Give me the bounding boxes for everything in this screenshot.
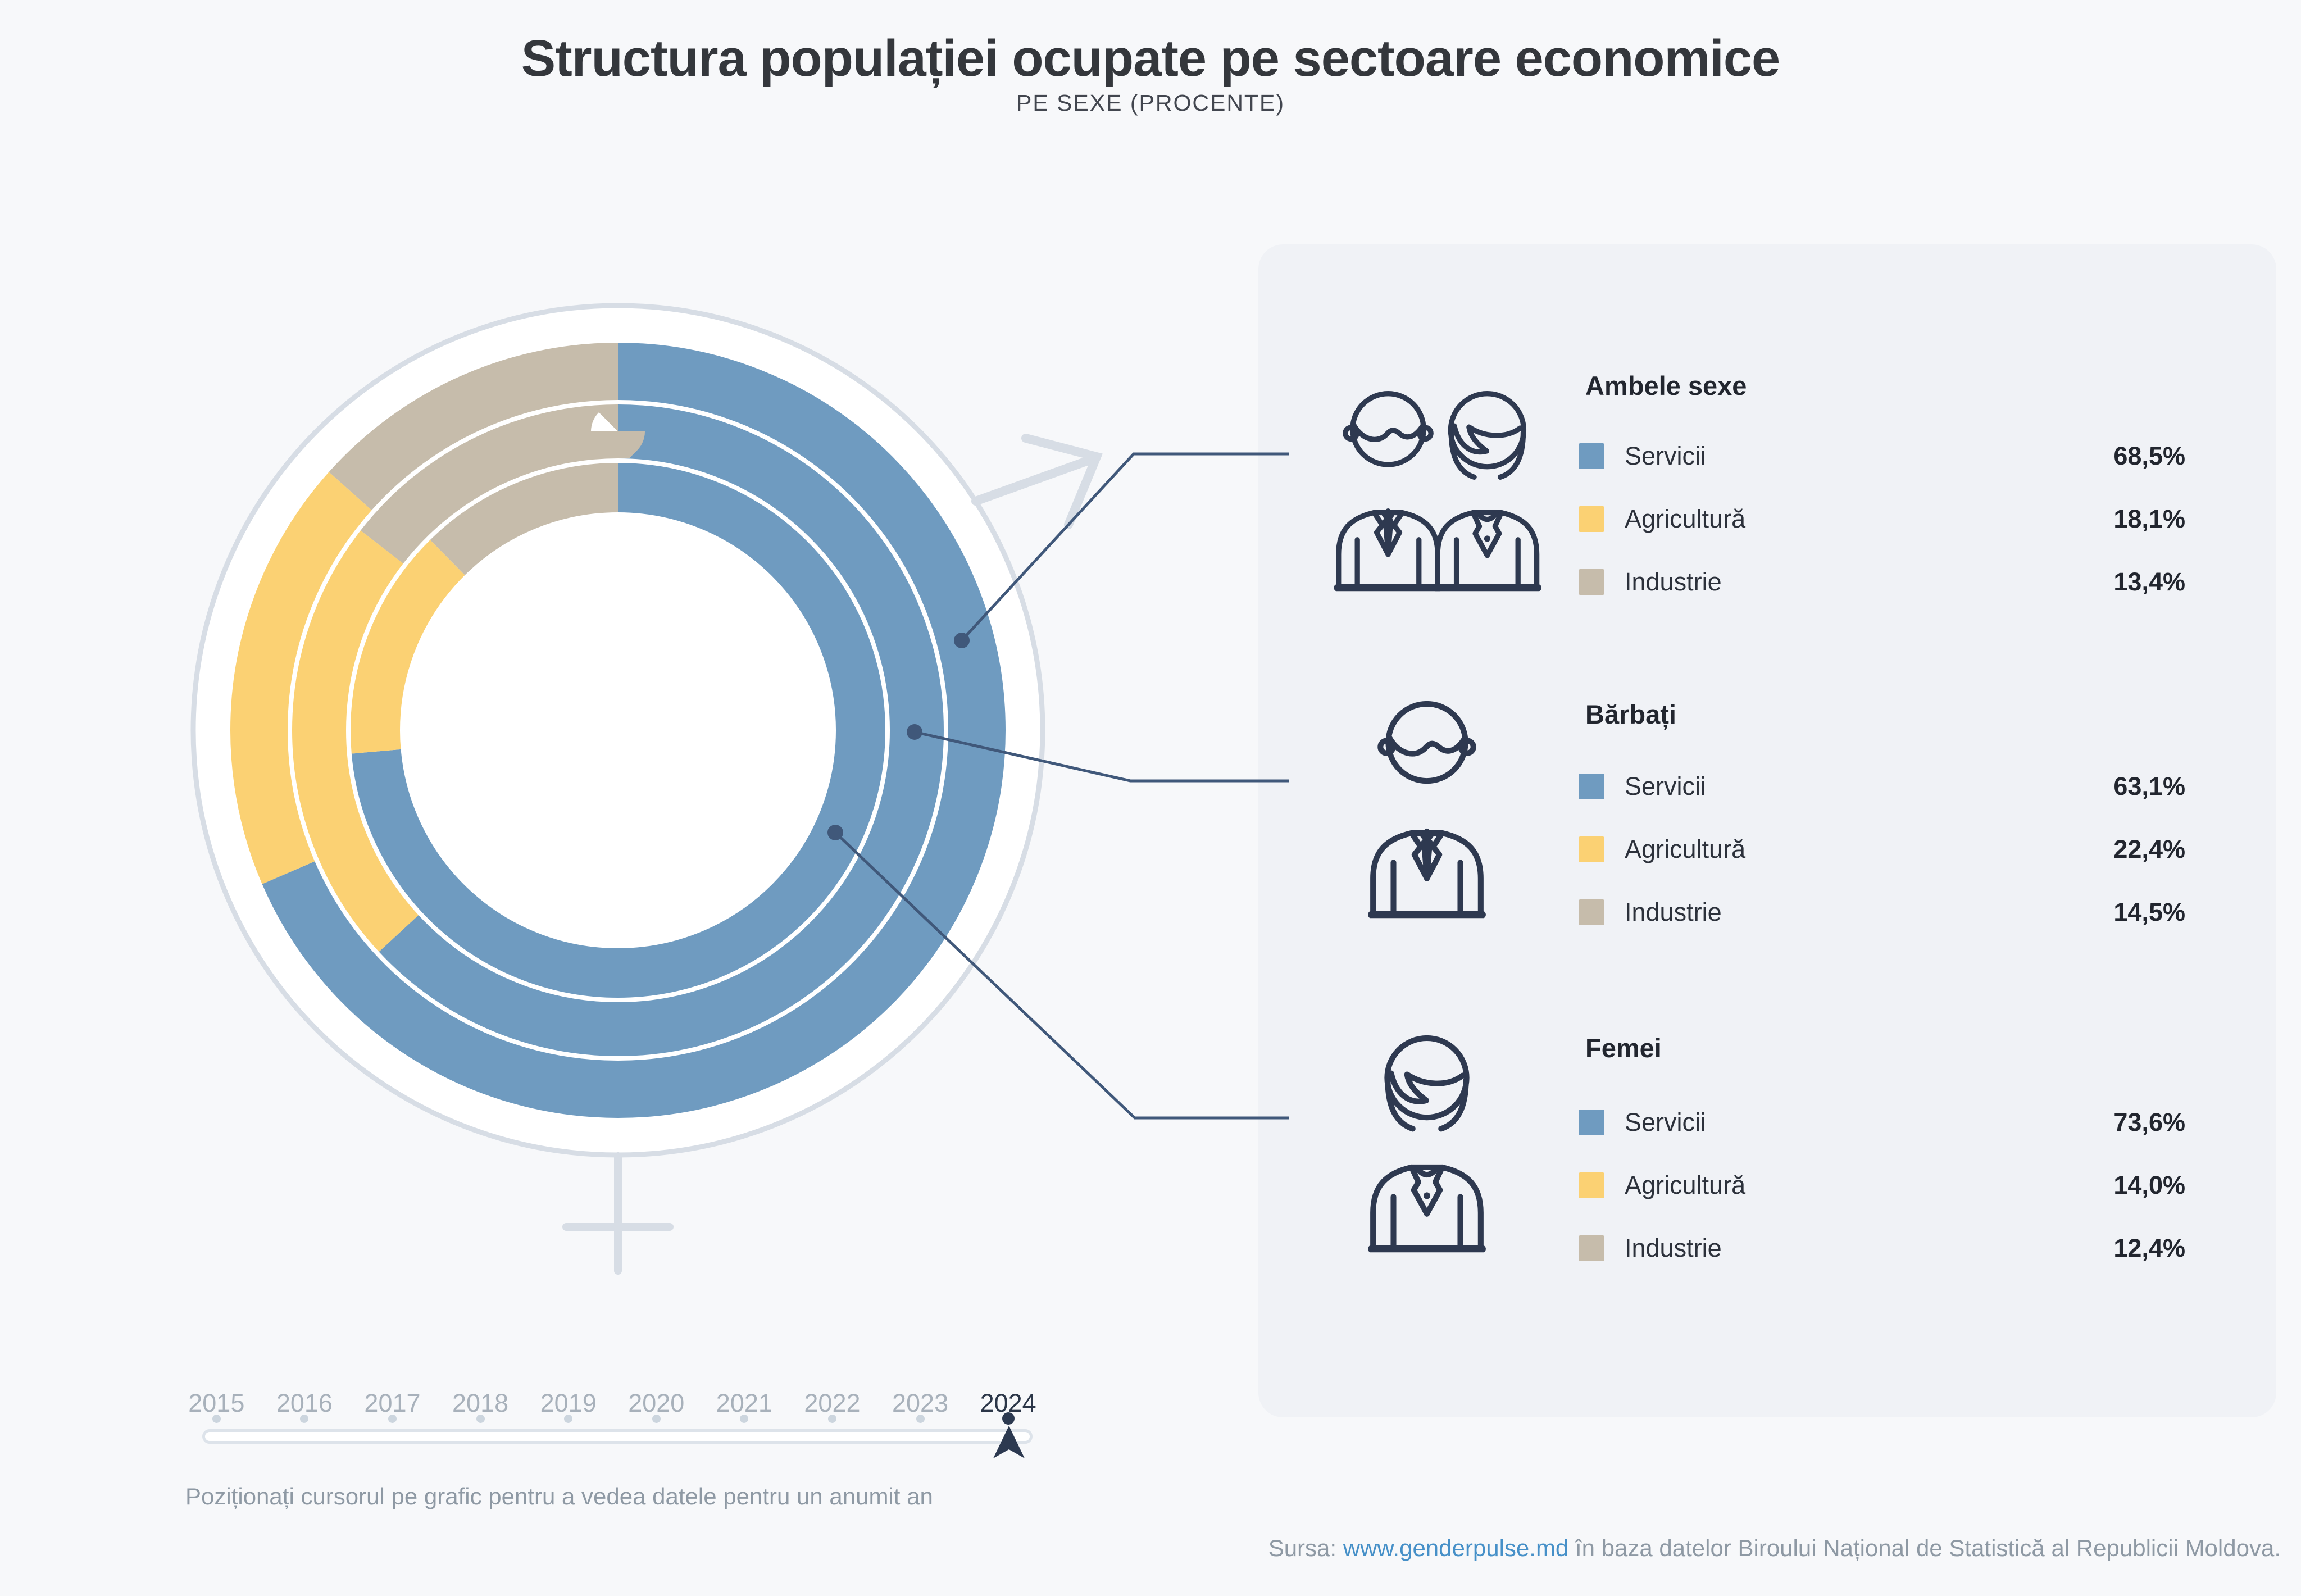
year-label[interactable]: 2017	[364, 1389, 421, 1417]
servicii-swatch	[1579, 443, 1604, 469]
male-arrow-icon	[971, 434, 1103, 529]
legend-group-title-femei: Femei	[1585, 1033, 1662, 1063]
leader-lines	[834, 452, 1289, 1120]
legend-value: 14,5%	[2113, 898, 2185, 926]
year-label[interactable]: 2019	[540, 1389, 597, 1417]
timeline-dots	[172, 1411, 1052, 1426]
legend-row: Industrie 13,4%	[1579, 562, 2185, 602]
couple-icon	[1333, 365, 1553, 610]
legend-value: 22,4%	[2113, 835, 2185, 863]
page-subtitle: PE SEXE (PROCENTE)	[1016, 90, 1285, 116]
industrie-swatch	[1579, 569, 1604, 595]
year-dot-selected[interactable]	[1002, 1412, 1015, 1425]
industrie-swatch	[1579, 1235, 1604, 1261]
agricultura-swatch	[1579, 836, 1604, 862]
legend-label: Industrie	[1625, 898, 1722, 926]
legend-value: 12,4%	[2113, 1234, 2185, 1262]
timeline-slider-track[interactable]	[202, 1429, 1033, 1444]
year-label[interactable]: 2020	[628, 1389, 685, 1417]
year-dot[interactable]	[212, 1414, 221, 1423]
legend-row: Industrie 12,4%	[1579, 1229, 2185, 1268]
legend-label: Agricultură	[1625, 1171, 1746, 1199]
legend-group-title-barbati: Bărbați	[1585, 699, 1676, 729]
source-link[interactable]: www.genderpulse.md	[1343, 1535, 1569, 1561]
legend-label: Agricultură	[1625, 504, 1746, 533]
legend-value: 63,1%	[2113, 772, 2185, 801]
legend-label: Servicii	[1625, 1108, 1707, 1136]
industrie-swatch	[1579, 899, 1604, 925]
year-dot[interactable]	[652, 1414, 661, 1423]
year-label[interactable]: 2016	[276, 1389, 333, 1417]
source-line: Sursa: www.genderpulse.md în baza datelo…	[1268, 1535, 2281, 1562]
year-label[interactable]: 2015	[188, 1389, 245, 1417]
timeline-years: 2015 2016 2017 2018 2019 2020 2021 2022 …	[172, 1388, 1052, 1419]
legend-row: Servicii 63,1%	[1579, 767, 2185, 806]
leader-dots	[827, 633, 970, 840]
legend-row: Agricultură 22,4%	[1579, 830, 2185, 869]
legend-row: Agricultură 14,0%	[1579, 1166, 2185, 1205]
servicii-swatch	[1579, 1110, 1604, 1135]
donut-segment-Bărbați-Industrie[interactable]	[292, 404, 944, 1056]
year-dot[interactable]	[916, 1414, 925, 1423]
legend-label: Industrie	[1625, 1234, 1722, 1262]
year-label[interactable]: 2022	[804, 1389, 861, 1417]
source-suffix: în baza datelor Biroului Național de Sta…	[1568, 1535, 2281, 1561]
year-dot[interactable]	[564, 1414, 573, 1423]
legend-label: Industrie	[1625, 567, 1722, 596]
agricultura-swatch	[1579, 1172, 1604, 1198]
donut-segment-Femei-Agricultură[interactable]	[351, 463, 885, 998]
legend-value: 73,6%	[2113, 1108, 2185, 1136]
year-dot[interactable]	[827, 1414, 836, 1423]
page-title: Structura populației ocupate pe sectoare…	[521, 30, 1780, 87]
donut-segment-Bărbați-Agricultură[interactable]	[292, 404, 944, 1056]
donut-segment-Femei-Industrie[interactable]	[351, 463, 885, 998]
legend-label: Servicii	[1625, 442, 1707, 470]
servicii-swatch	[1579, 774, 1604, 799]
legend-group-title-ambele-sexe: Ambele sexe	[1585, 370, 1747, 401]
year-dot[interactable]	[740, 1414, 749, 1423]
year-label[interactable]: 2018	[452, 1389, 509, 1417]
year-dot[interactable]	[476, 1414, 485, 1423]
woman-icon	[1362, 1011, 1492, 1267]
timeline-caption: Poziționați cursorul pe grafic pentru a …	[185, 1483, 933, 1509]
leader-line-ambele-sexe	[961, 452, 1289, 642]
legend-value: 18,1%	[2113, 504, 2185, 533]
donut-segment-Ambele sexe-Industrie[interactable]	[230, 343, 1006, 1118]
legend-row: Servicii 68,5%	[1579, 436, 2185, 476]
female-cross-icon	[562, 1152, 674, 1275]
legend-label: Agricultură	[1625, 835, 1746, 863]
donut-segment-Ambele sexe-Agricultură[interactable]	[230, 343, 1006, 1118]
agricultura-swatch	[1579, 506, 1604, 532]
legend-row: Industrie 14,5%	[1579, 893, 2185, 932]
legend-value: 13,4%	[2113, 567, 2185, 596]
year-label[interactable]: 2023	[892, 1389, 949, 1417]
year-dot[interactable]	[300, 1414, 309, 1423]
legend-row: Servicii 73,6%	[1579, 1103, 2185, 1142]
legend-value: 14,0%	[2113, 1171, 2185, 1199]
year-dot[interactable]	[388, 1414, 397, 1423]
source-prefix: Sursa:	[1268, 1535, 1343, 1561]
legend-label: Servicii	[1625, 772, 1707, 801]
year-label[interactable]: 2021	[716, 1389, 772, 1417]
legend-row: Agricultură 18,1%	[1579, 499, 2185, 539]
leader-line-femei	[834, 831, 1289, 1120]
man-icon	[1362, 677, 1492, 933]
leader-line-barbati	[914, 730, 1289, 783]
timeline-slider-handle[interactable]	[992, 1425, 1026, 1461]
legend-value: 68,5%	[2113, 442, 2185, 470]
